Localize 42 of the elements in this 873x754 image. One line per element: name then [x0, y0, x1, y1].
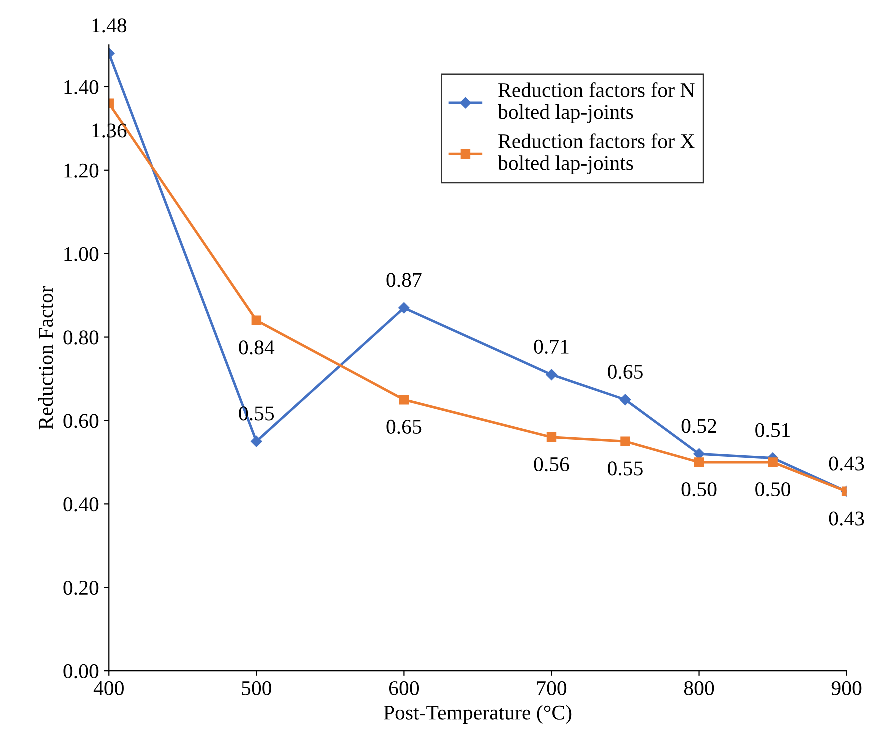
point [251, 436, 262, 448]
point [620, 436, 630, 446]
data-label: 0.84 [239, 340, 275, 355]
y-tick-label: 0.40 [64, 498, 99, 512]
x-axis-title: Post-Temperature (°C) [384, 705, 572, 724]
y-tick-label: 0.80 [64, 330, 99, 345]
data-label: 0.71 [534, 340, 569, 354]
x-tick-label: 600 [389, 681, 420, 696]
point [399, 395, 410, 405]
data-label: 0.50 [756, 482, 790, 497]
x-tick-label: 700 [537, 681, 567, 696]
data-label: 1.48 [92, 18, 127, 33]
x-tick-label: 900 [832, 681, 862, 696]
data-label: 0.56 [534, 457, 570, 472]
y-tick-label: 0.00 [64, 664, 99, 679]
legend-label: Reduction factors for X bolted lap-joints [498, 134, 695, 175]
data-label: 0.43 [829, 512, 864, 526]
y-tick-label: 0.60 [64, 414, 99, 428]
y-axis-title: Reduction Factor [38, 286, 54, 430]
y-tick-label: 0.20 [64, 580, 99, 596]
point [398, 302, 410, 314]
x-tick-label: 400 [94, 681, 124, 696]
data-label: 0.65 [386, 420, 422, 434]
data-label: 0.50 [682, 482, 717, 497]
y-tick-label: 1.20 [64, 164, 99, 178]
point [694, 458, 704, 468]
data-label: 0.52 [682, 419, 716, 434]
data-label: 0.87 [386, 273, 422, 288]
x-tick-label: 500 [242, 681, 272, 696]
data-label: 0.65 [608, 364, 643, 380]
point [768, 458, 778, 468]
point [546, 432, 557, 442]
point [546, 369, 558, 380]
y-tick-label: 1.00 [64, 247, 99, 262]
point [252, 316, 262, 326]
data-label: 0.43 [829, 456, 864, 471]
x-tick-label: 800 [684, 681, 714, 696]
y-tick-label: 1.40 [64, 80, 99, 94]
legend-label: Reduction factors for N bolted lap-joints [498, 82, 695, 124]
point [620, 394, 632, 406]
data-label: 0.55 [608, 462, 643, 476]
data-label: 0.51 [756, 423, 790, 438]
